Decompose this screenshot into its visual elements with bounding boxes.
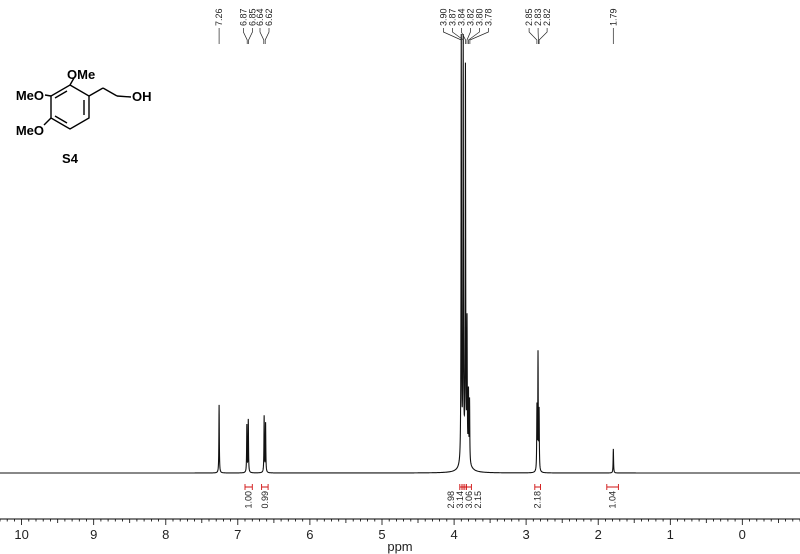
molecule-bonds xyxy=(43,77,132,126)
x-tick-label: 10 xyxy=(14,527,28,542)
peak-label-leader xyxy=(243,28,248,44)
peak-label-leader xyxy=(468,28,480,44)
x-tick-label: 7 xyxy=(234,527,241,542)
spectrum-trace xyxy=(0,33,800,474)
integral-label: 3.14 xyxy=(455,491,465,509)
peak-label-leader xyxy=(461,28,466,44)
x-axis: 10 9 8 7 6 5 4 3 2 1 0 xyxy=(0,518,800,542)
peak-label-leader xyxy=(469,28,489,44)
peak-label-leader xyxy=(538,28,548,44)
integral-bracket xyxy=(261,484,269,490)
molecule-structure: OMe MeO MeO OH S4 xyxy=(16,67,152,166)
x-axis-title: ppm xyxy=(387,539,412,554)
substituent-meo-upper: MeO xyxy=(16,88,44,103)
x-tick-label: 0 xyxy=(739,527,746,542)
peak-label: 3.78 xyxy=(483,8,493,26)
peak-label: 2.85 xyxy=(524,8,534,26)
peak-label: 2.83 xyxy=(533,8,543,26)
peak-label: 3.80 xyxy=(474,8,484,26)
integral-marks: 1.00 0.99 2.98 3.14 3.06 2.15 2.18 1.04 xyxy=(244,484,619,509)
integral-bracket xyxy=(606,484,619,490)
peak-label-leader xyxy=(452,28,464,44)
x-tick-label: 2 xyxy=(595,527,602,542)
integral-label: 1.04 xyxy=(608,491,618,509)
peak-label: 3.84 xyxy=(456,8,466,26)
peak-labels: 7.26 6.87 6.856.64 6.62 3.90 3.87 3.84 3.82 3.80… xyxy=(214,8,618,44)
x-tick-label: 5 xyxy=(378,527,385,542)
peak-label-leader xyxy=(443,28,462,44)
benzene-ring xyxy=(50,84,90,130)
x-tick-label: 4 xyxy=(450,527,457,542)
peak-label: 2.82 xyxy=(542,8,552,26)
x-tick-label: 8 xyxy=(162,527,169,542)
x-tick-label: 6 xyxy=(306,527,313,542)
x-tick-label: 9 xyxy=(90,527,97,542)
peak-label: 1.79 xyxy=(608,8,618,26)
x-tick-label: 1 xyxy=(667,527,674,542)
integral-label: 3.06 xyxy=(464,491,474,509)
peak-label: 6.62 xyxy=(264,8,274,26)
integral-label: 1.00 xyxy=(244,491,254,509)
integral-label: 2.98 xyxy=(446,491,456,509)
peak-label-leader xyxy=(528,28,538,44)
integral-bracket xyxy=(534,484,541,490)
peak-label: 6.85 xyxy=(247,8,257,26)
substituent-ome-top: OMe xyxy=(67,67,95,82)
peak-label-leader xyxy=(264,28,270,44)
compound-label: S4 xyxy=(62,151,79,166)
peak-label-leader xyxy=(248,28,253,44)
integral-bracket xyxy=(465,484,472,490)
peak-label: 6.87 xyxy=(238,8,248,26)
peak-label-leader xyxy=(259,28,265,44)
peak-label-leader xyxy=(466,28,471,44)
peak-label: 7.26 xyxy=(214,8,224,26)
integral-bracket xyxy=(244,484,253,490)
x-tick-label: 3 xyxy=(522,527,529,542)
peak-label: 3.90 xyxy=(438,8,448,26)
peak-label: 3.82 xyxy=(465,8,475,26)
substituent-oh: OH xyxy=(132,89,152,104)
peak-label: 6.64 xyxy=(255,8,265,26)
peak-label: 3.87 xyxy=(447,8,457,26)
substituent-meo-lower: MeO xyxy=(16,123,44,138)
integral-label: 2.15 xyxy=(473,491,483,509)
integral-label: 0.99 xyxy=(260,491,270,509)
integral-label: 2.18 xyxy=(533,491,543,509)
